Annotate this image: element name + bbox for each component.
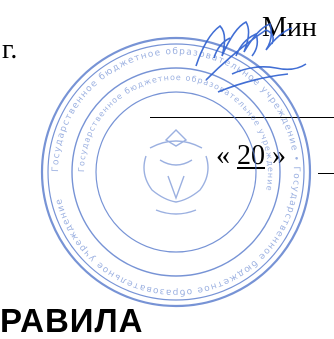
date-close-quote: » — [272, 140, 286, 171]
city-label: г. — [2, 34, 18, 65]
svg-text:Государственное бюджетное обра: Государственное бюджетное образовательно… — [77, 73, 275, 192]
month-line-stub — [318, 173, 334, 174]
date-open-quote: « — [216, 140, 230, 171]
seal-ring-lettering: Государственное бюджетное образовательно… — [51, 47, 301, 297]
approval-date: « 20 » — [216, 142, 286, 170]
signature-line — [150, 117, 334, 118]
date-day: 20 — [237, 140, 265, 171]
seal-rings — [40, 36, 312, 308]
ministry-fragment: Мин — [262, 12, 317, 43]
seal-emblem — [143, 129, 209, 215]
svg-text:Государственное бюджетное обра: Государственное бюджетное образовательно… — [51, 47, 301, 297]
document-heading: РАВИЛА — [0, 302, 144, 339]
ministry-text: Мин — [262, 14, 317, 42]
